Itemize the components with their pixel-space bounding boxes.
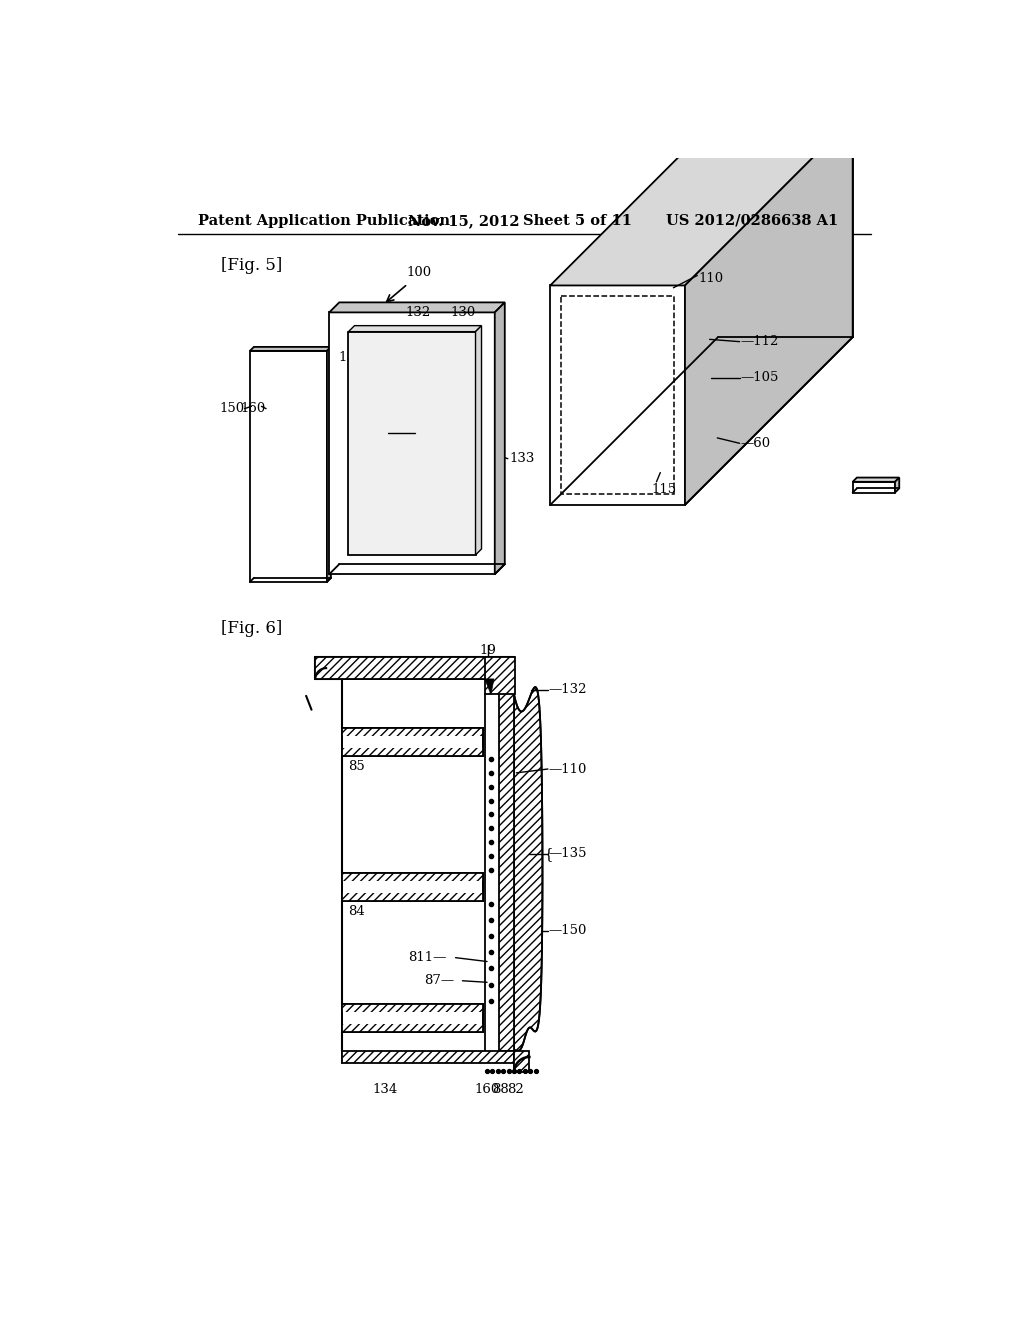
Text: Nov. 15, 2012: Nov. 15, 2012 — [408, 214, 519, 228]
Polygon shape — [718, 117, 853, 337]
Text: [Fig. 5]: [Fig. 5] — [221, 257, 283, 275]
Bar — [342, 892, 483, 900]
Bar — [342, 1003, 483, 1032]
Text: 150: 150 — [219, 403, 245, 416]
Text: 100: 100 — [407, 267, 431, 280]
Text: {: { — [544, 846, 553, 861]
Text: —110: —110 — [549, 763, 587, 776]
Bar — [342, 729, 483, 756]
Bar — [342, 1003, 483, 1011]
Text: [Fig. 6]: [Fig. 6] — [221, 620, 283, 638]
Polygon shape — [484, 678, 494, 694]
Text: 133: 133 — [509, 453, 535, 465]
Polygon shape — [685, 117, 853, 506]
Text: Patent Application Publication: Patent Application Publication — [199, 214, 451, 228]
Text: 82: 82 — [507, 1084, 524, 1096]
Bar — [484, 657, 515, 694]
Bar — [342, 873, 483, 880]
Bar — [330, 313, 495, 574]
Bar — [499, 678, 514, 1051]
Polygon shape — [514, 686, 543, 1051]
Text: —105: —105 — [740, 371, 779, 384]
Bar — [514, 1051, 529, 1072]
Text: 87—: 87— — [424, 974, 454, 987]
Text: 160: 160 — [240, 403, 265, 416]
Polygon shape — [475, 326, 481, 554]
Text: 160: 160 — [474, 1084, 500, 1096]
Text: —135: —135 — [549, 847, 587, 861]
Polygon shape — [495, 302, 505, 574]
Bar — [348, 331, 475, 554]
Bar — [342, 729, 483, 756]
Bar — [315, 657, 514, 678]
Text: 130: 130 — [451, 305, 475, 318]
Bar — [342, 1024, 483, 1032]
Bar — [342, 729, 483, 737]
Text: Sheet 5 of 11: Sheet 5 of 11 — [523, 214, 632, 228]
Text: 115: 115 — [652, 483, 677, 496]
Polygon shape — [250, 347, 331, 351]
Bar — [342, 1051, 514, 1063]
Text: 134: 134 — [372, 1084, 397, 1096]
Text: 88: 88 — [492, 1084, 509, 1096]
Text: 84: 84 — [348, 904, 366, 917]
Polygon shape — [330, 302, 505, 313]
Bar — [342, 748, 483, 756]
Bar — [550, 285, 685, 504]
Text: —150: —150 — [549, 924, 587, 937]
Polygon shape — [853, 482, 895, 492]
Bar — [342, 873, 483, 900]
Polygon shape — [327, 347, 331, 582]
Polygon shape — [514, 1051, 529, 1072]
Polygon shape — [348, 326, 481, 331]
Text: 110: 110 — [698, 272, 724, 285]
Polygon shape — [853, 478, 899, 482]
Polygon shape — [895, 478, 899, 492]
Text: —132: —132 — [549, 684, 587, 696]
Text: 19: 19 — [479, 644, 497, 656]
Text: —60: —60 — [740, 437, 770, 450]
Bar — [342, 873, 483, 900]
Bar — [250, 351, 327, 582]
Bar — [342, 1003, 483, 1032]
Text: US 2012/0286638 A1: US 2012/0286638 A1 — [666, 214, 838, 228]
Text: —112: —112 — [740, 335, 779, 348]
Polygon shape — [550, 117, 853, 285]
Text: 132: 132 — [406, 305, 431, 318]
Bar — [561, 296, 674, 494]
Text: 811—: 811— — [408, 952, 446, 964]
Text: 85: 85 — [348, 760, 366, 772]
Text: 134: 134 — [339, 351, 364, 363]
Text: 135: 135 — [389, 417, 415, 430]
